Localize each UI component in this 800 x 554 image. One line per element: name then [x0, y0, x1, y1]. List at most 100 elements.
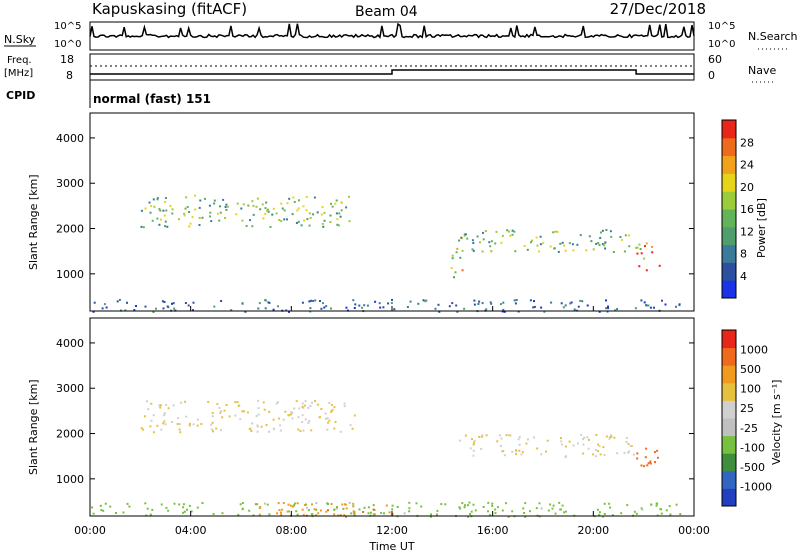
power-cell: [187, 304, 190, 307]
velocity-cell: [343, 402, 346, 405]
power-cell: [577, 305, 580, 308]
velocity-cell: [333, 513, 336, 516]
power-cell: [185, 196, 188, 199]
power-cell: [599, 237, 602, 239]
velocity-cell: [305, 506, 308, 509]
power-cell: [481, 250, 484, 253]
velocity-cell: [207, 400, 210, 403]
velocity-cell: [178, 423, 181, 426]
power-cell: [245, 225, 248, 227]
power-cell: [501, 234, 504, 237]
power-cell: [126, 301, 128, 304]
velocity-cell: [303, 404, 306, 407]
velocity-cell: [192, 423, 195, 426]
power-cell: [539, 243, 542, 246]
power-cell: [184, 302, 187, 304]
velocity-cell: [301, 405, 304, 408]
power-cell: [177, 218, 180, 221]
velocity-cell: [587, 447, 590, 450]
power-cell: [295, 222, 298, 224]
power-cell: [188, 225, 191, 228]
power-cell: [164, 220, 167, 223]
power-cell: [495, 230, 498, 233]
power-cell: [338, 212, 341, 215]
velocity-cell: [212, 430, 214, 433]
power-cell: [148, 201, 151, 204]
velocity-cell: [299, 430, 302, 433]
velocity-cell: [258, 513, 261, 516]
velocity-cell: [472, 503, 475, 506]
power-cell: [230, 309, 233, 312]
power-cell: [92, 310, 95, 313]
power-cell: [476, 235, 479, 238]
velocity-cell: [311, 503, 313, 506]
x-tick-label: 12:00: [376, 524, 408, 537]
velocity-cell: [289, 504, 292, 507]
power-cell: [658, 264, 661, 267]
power-cell: [645, 304, 648, 307]
power-cell: [209, 215, 211, 218]
velocity-cell: [307, 421, 310, 424]
velocity-cell: [341, 503, 344, 506]
velocity-cell: [632, 453, 635, 456]
velocity-cell: [296, 513, 299, 516]
velocity-cell: [608, 437, 611, 440]
velocity-cell: [342, 507, 345, 510]
velocity-cell: [367, 512, 370, 515]
velocity-cell: [278, 509, 281, 511]
velocity-cell: [524, 515, 527, 518]
power-cell: [515, 299, 518, 301]
velocity-cell: [349, 424, 352, 427]
power-cell: [199, 199, 202, 202]
velocity-cell: [215, 427, 218, 430]
power-cell: [513, 230, 516, 233]
velocity-cell: [523, 512, 526, 514]
velocity-cell: [509, 434, 512, 437]
velocity-cell: [167, 509, 170, 512]
velocity-cell: [248, 509, 251, 512]
x-tick-label: 00:00: [74, 524, 106, 537]
power-cell: [151, 219, 154, 222]
velocity-cell: [494, 508, 497, 511]
velocity-cell: [304, 400, 307, 403]
power-cell: [645, 242, 648, 245]
velocity-cell: [190, 510, 193, 513]
velocity-cell: [641, 508, 644, 511]
power-cell: [438, 310, 441, 313]
power-cell: [490, 302, 493, 305]
velocity-cell: [586, 436, 589, 439]
velocity-cell: [458, 506, 461, 509]
power-cell: [503, 310, 506, 313]
power-cell: [605, 229, 608, 231]
velocity-cell: [549, 503, 552, 506]
velocity-cell: [317, 403, 320, 406]
velocity-cell: [302, 514, 305, 517]
velocity-cell: [391, 512, 394, 515]
power-cell: [314, 299, 317, 302]
power-cell: [550, 301, 553, 304]
power-cell: [312, 213, 315, 216]
velocity-cell: [294, 502, 297, 505]
velocity-cell: [315, 502, 318, 505]
velocity-cbar-tick: -25: [740, 422, 758, 435]
velocity-cell: [268, 410, 271, 413]
velocity-cell: [527, 438, 529, 441]
velocity-axes: 1000 2000 3000 4000: [56, 337, 695, 516]
velocity-cell: [167, 407, 170, 410]
velocity-cell: [156, 424, 159, 427]
velocity-cell: [126, 502, 129, 505]
power-axes: 1000 2000 3000 4000: [56, 132, 695, 311]
velocity-cell: [468, 501, 471, 504]
velocity-cell: [654, 461, 656, 464]
power-cell: [208, 204, 211, 207]
power-cell: [348, 195, 350, 198]
velocity-cell: [408, 507, 411, 510]
velocity-cbar-tick: 25: [740, 402, 754, 415]
power-cell: [286, 202, 289, 205]
velocity-cell: [511, 510, 514, 513]
power-cell: [484, 230, 487, 232]
velocity-cell: [602, 446, 605, 449]
velocity-cell: [501, 509, 504, 512]
power-cell: [323, 219, 326, 222]
velocity-cell: [287, 503, 290, 506]
